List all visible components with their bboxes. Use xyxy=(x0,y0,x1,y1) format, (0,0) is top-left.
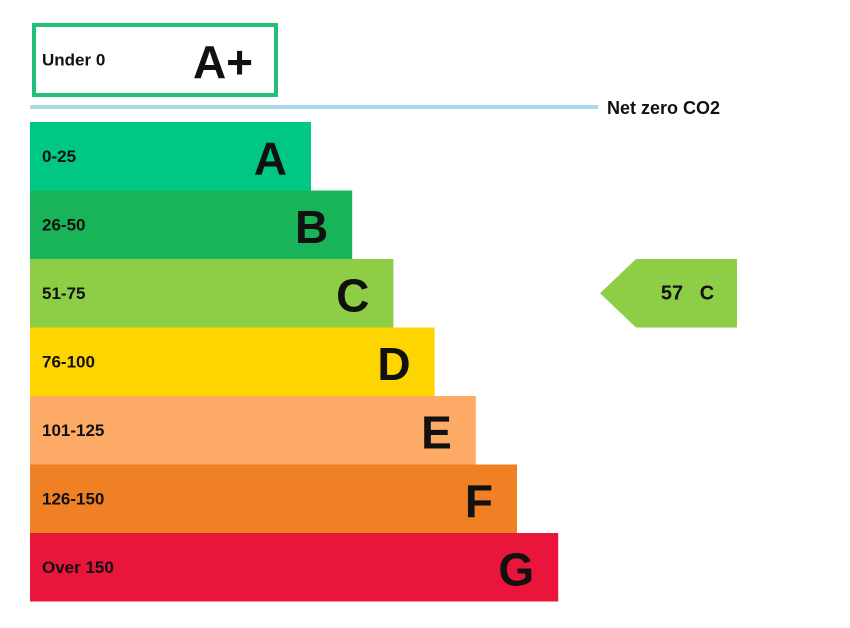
band-range: Over 150 xyxy=(42,558,114,577)
band-range: 76-100 xyxy=(42,352,95,371)
band-letter: E xyxy=(421,406,452,458)
band-letter: B xyxy=(295,201,328,253)
band-range: 26-50 xyxy=(42,215,85,234)
band xyxy=(30,533,559,602)
band-letter: D xyxy=(377,338,410,390)
band-letter: C xyxy=(336,269,369,321)
band xyxy=(30,464,517,533)
band xyxy=(30,327,435,396)
indicator-letter: C xyxy=(700,282,714,304)
indicator-score: 57 xyxy=(661,282,683,304)
band-range: 51-75 xyxy=(42,284,85,303)
band-range: 101-125 xyxy=(42,421,104,440)
band-range: 0-25 xyxy=(42,147,76,166)
top-band-letter: A+ xyxy=(193,36,253,88)
top-band-range: Under 0 xyxy=(42,51,105,70)
top-band-box xyxy=(32,23,278,97)
band xyxy=(30,396,476,465)
net-zero-label: Net zero CO2 xyxy=(607,98,720,118)
band xyxy=(30,190,353,259)
indicator-arrow xyxy=(600,259,737,328)
band-range: 126-150 xyxy=(42,489,104,508)
band-letter: G xyxy=(498,543,534,595)
band-letter: F xyxy=(465,475,493,527)
band xyxy=(30,122,311,191)
band xyxy=(30,259,394,328)
band-letter: A xyxy=(254,132,287,184)
